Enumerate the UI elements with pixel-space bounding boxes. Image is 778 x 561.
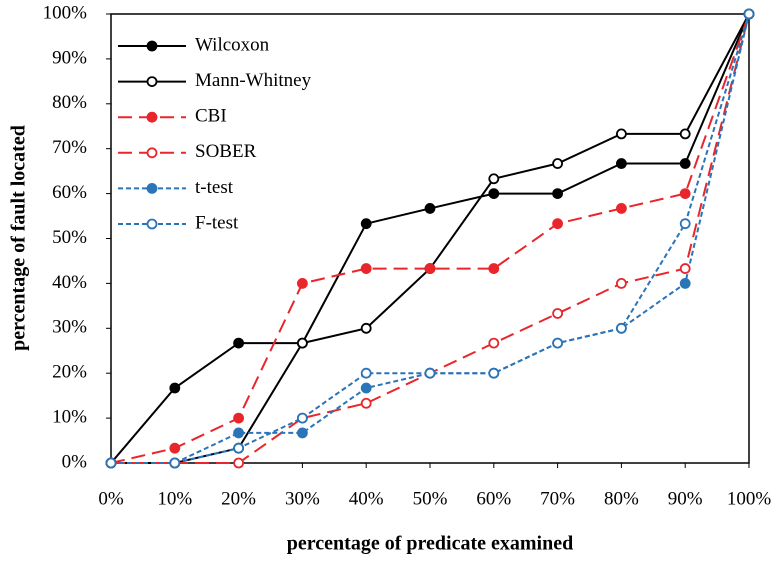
legend-marker: [146, 182, 158, 194]
legend-marker: [146, 40, 158, 52]
x-tick-label: 0%: [98, 488, 124, 509]
marker: [552, 158, 563, 169]
marker: [296, 412, 308, 424]
y-tick-label: 80%: [52, 92, 87, 113]
marker: [679, 158, 691, 169]
y-tick-label: 30%: [52, 317, 87, 338]
y-tick-label: 20%: [52, 362, 87, 383]
marker: [488, 367, 500, 379]
marker: [360, 382, 372, 394]
legend-label: SOBER: [195, 141, 257, 162]
x-tick-label: 70%: [540, 488, 575, 509]
marker: [360, 218, 372, 230]
marker: [233, 457, 245, 469]
marker: [616, 277, 627, 289]
marker: [679, 263, 691, 274]
x-tick-label: 10%: [157, 488, 192, 509]
marker: [616, 128, 627, 140]
marker: [360, 263, 372, 274]
marker: [488, 337, 500, 349]
marker: [552, 337, 563, 349]
x-tick-label: 50%: [413, 488, 448, 509]
legend-label: t-test: [195, 177, 234, 198]
marker: [679, 218, 691, 230]
legend-label: Wilcoxon: [195, 34, 270, 55]
marker: [360, 367, 372, 379]
y-tick-label: 0%: [62, 451, 88, 472]
x-tick-label: 100%: [727, 488, 772, 509]
marker: [424, 367, 436, 379]
y-tick-label: 10%: [52, 406, 87, 427]
marker: [360, 322, 372, 334]
marker: [488, 188, 500, 200]
marker: [233, 337, 245, 349]
x-tick-label: 30%: [285, 488, 320, 509]
marker: [679, 188, 691, 200]
marker: [424, 263, 436, 274]
y-tick-label: 40%: [52, 272, 87, 293]
x-tick-label: 80%: [604, 488, 639, 509]
series-line: [110, 13, 750, 464]
legend-marker: [146, 111, 158, 123]
marker: [552, 308, 563, 319]
legend-label: F-test: [195, 212, 239, 233]
legend-marker: [146, 147, 158, 159]
marker: [488, 263, 500, 274]
marker: [488, 173, 500, 185]
marker: [296, 337, 308, 349]
x-tick-label: 60%: [476, 488, 511, 509]
x-tick-label: 90%: [668, 488, 703, 509]
legend-marker: [146, 76, 158, 87]
marker: [233, 427, 245, 439]
marker: [296, 277, 308, 289]
y-tick-label: 50%: [52, 227, 87, 248]
marker: [743, 8, 755, 20]
marker: [296, 427, 308, 439]
marker: [679, 128, 691, 140]
legend-marker: [146, 218, 158, 230]
legend-label: Mann-Whitney: [195, 70, 312, 91]
marker: [169, 382, 181, 394]
legend-label: CBI: [195, 106, 227, 127]
marker: [616, 203, 627, 214]
marker: [679, 277, 691, 289]
marker: [552, 218, 563, 230]
marker: [552, 188, 563, 200]
marker: [616, 322, 627, 334]
x-tick-label: 40%: [349, 488, 384, 509]
x-axis-title: percentage of predicate examined: [287, 533, 573, 555]
marker: [424, 203, 436, 214]
x-tick-label: 20%: [221, 488, 256, 509]
y-tick-label: 90%: [52, 47, 87, 68]
series-line: [111, 13, 750, 464]
marker: [360, 397, 372, 409]
y-tick-label: 100%: [43, 2, 88, 23]
marker: [233, 442, 245, 454]
y-tick-label: 60%: [52, 182, 87, 203]
y-axis-title: percentage of fault located: [8, 125, 30, 351]
marker: [105, 457, 117, 469]
marker: [233, 412, 245, 424]
y-tick-label: 70%: [52, 137, 87, 158]
marker: [616, 158, 627, 169]
marker: [169, 442, 181, 454]
marker: [169, 457, 181, 469]
